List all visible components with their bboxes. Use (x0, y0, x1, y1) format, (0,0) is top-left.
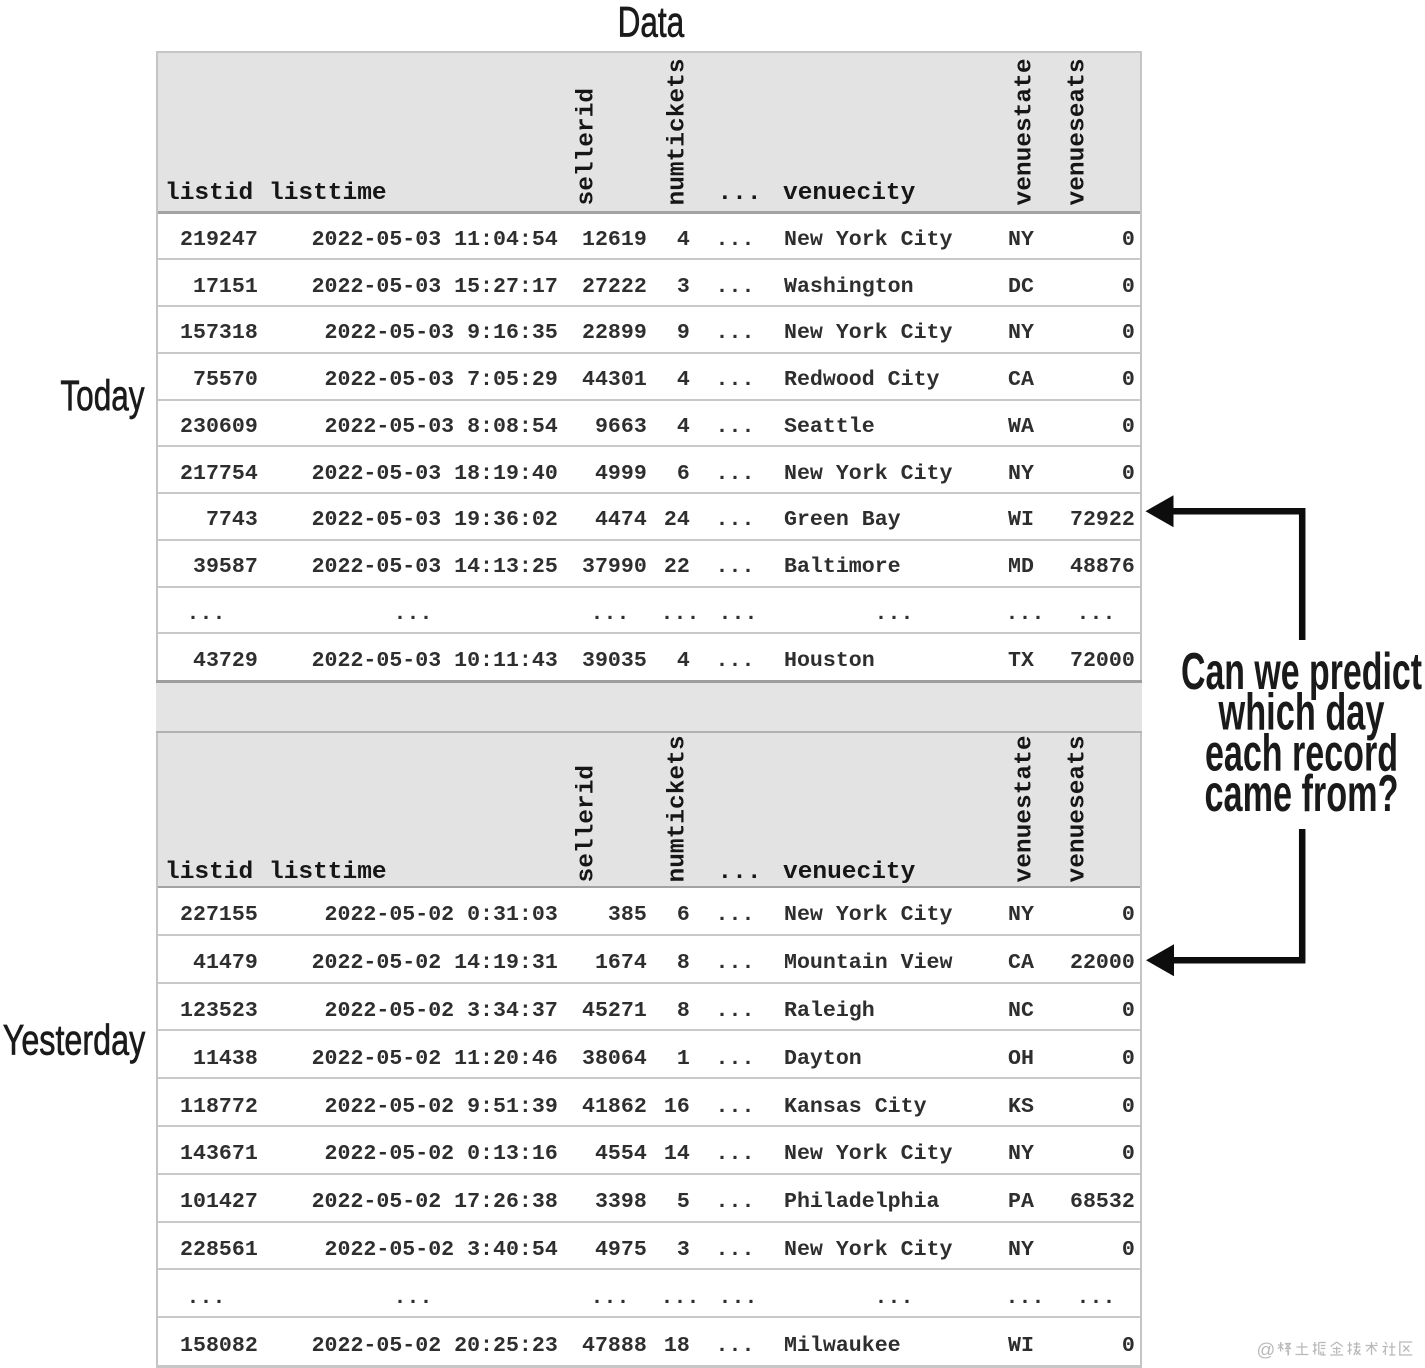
svg-text:each record: each record (1205, 724, 1398, 782)
svg-text:came from?: came from? (1205, 765, 1399, 823)
svg-text:Today: Today (60, 372, 145, 420)
svg-text:Yesterday: Yesterday (3, 1016, 146, 1064)
svg-text:@: @ (1257, 1339, 1276, 1360)
svg-text:Can we predict: Can we predict (1181, 643, 1422, 701)
svg-text:Data: Data (618, 0, 685, 47)
svg-text:which day: which day (1218, 684, 1385, 742)
